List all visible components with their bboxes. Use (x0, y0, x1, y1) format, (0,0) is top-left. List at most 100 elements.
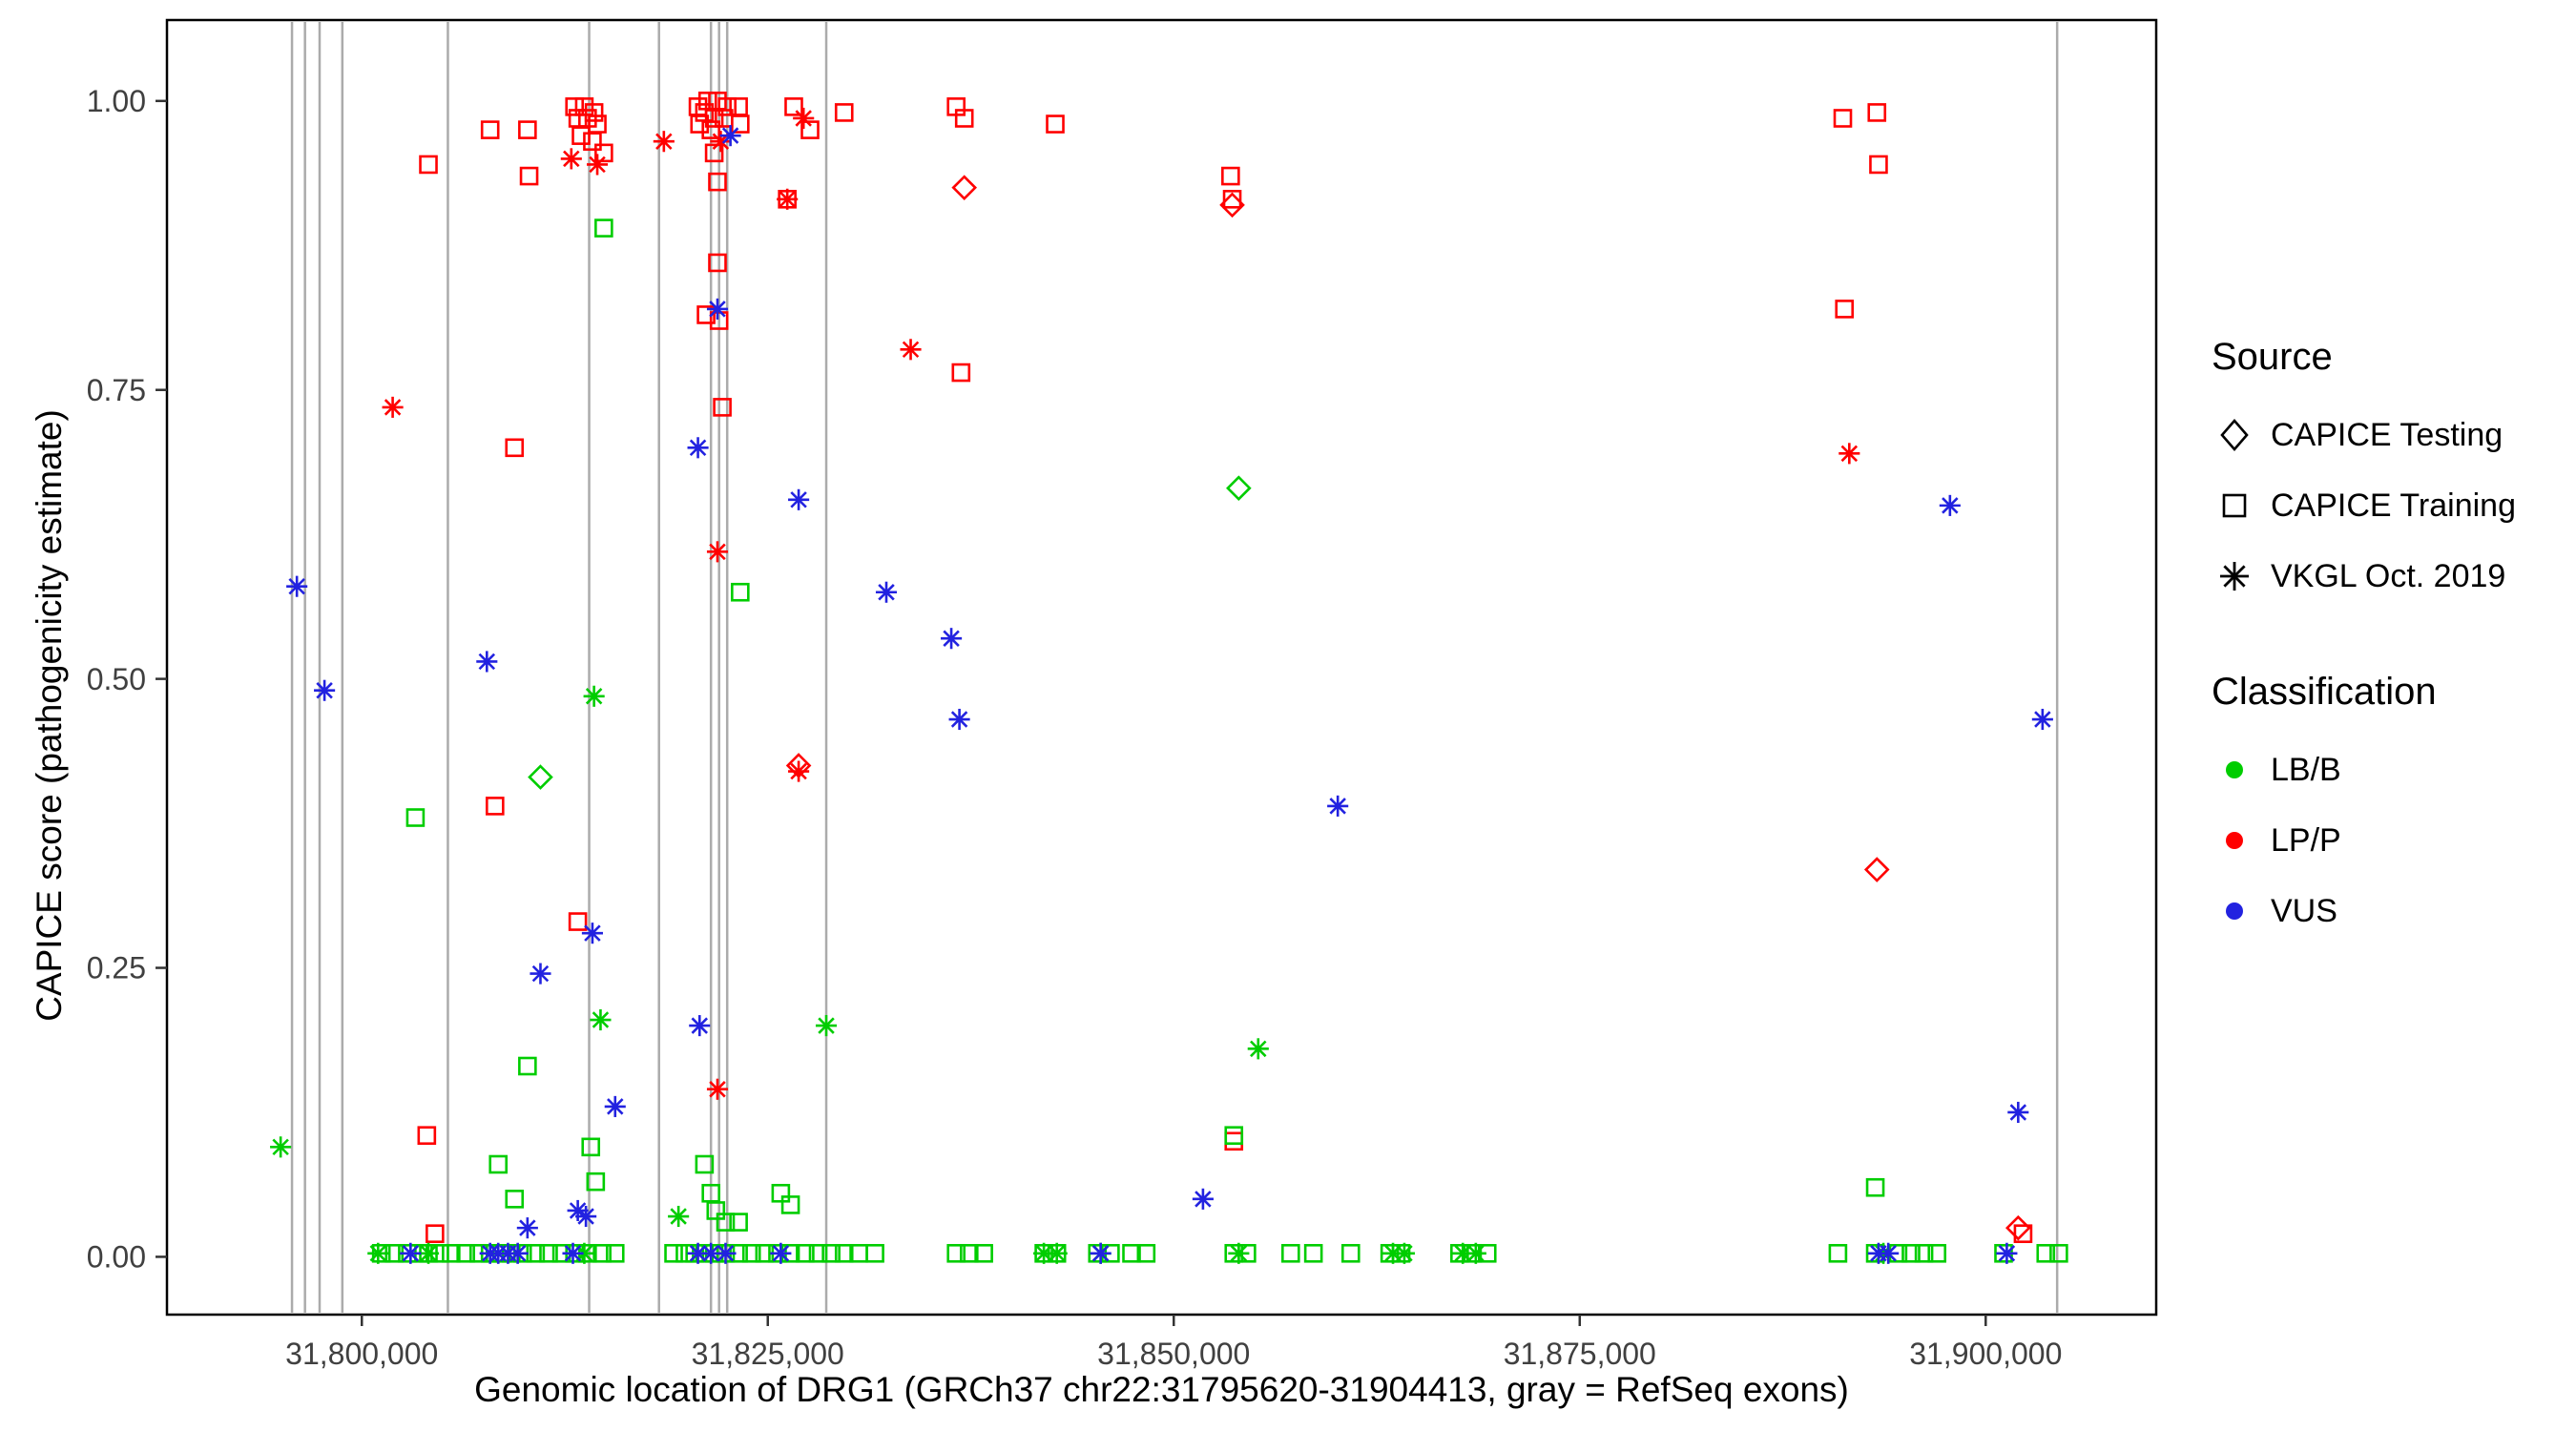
square-icon (2222, 493, 2247, 518)
y-tick-label: 1.00 (87, 84, 146, 118)
data-point (875, 581, 898, 603)
data-point (1901, 1243, 1921, 1263)
data-point (605, 1243, 625, 1263)
legend-item-lpp: LP/P (2212, 805, 2565, 876)
data-point (1222, 189, 1242, 209)
x-tick-label: 31,825,000 (692, 1337, 844, 1371)
data-point (2007, 1101, 2029, 1124)
data-point (581, 923, 603, 944)
data-point (539, 1243, 558, 1263)
data-point (974, 1243, 993, 1263)
legend-label: CAPICE Training (2271, 487, 2516, 524)
data-point (1878, 1242, 1900, 1264)
data-point (594, 143, 613, 163)
data-point (314, 679, 336, 701)
data-point (687, 437, 709, 459)
data-point (713, 398, 732, 417)
data-point (1833, 109, 1853, 128)
x-tick-label: 31,850,000 (1097, 1337, 1250, 1371)
legend-item-vus: VUS (2212, 876, 2565, 946)
data-point (286, 575, 308, 597)
data-point (2036, 1243, 2056, 1263)
data-point (777, 188, 799, 210)
data-point (770, 1242, 792, 1264)
data-point (731, 114, 750, 134)
data-point (590, 1008, 612, 1031)
data-point (716, 1213, 736, 1232)
data-point (815, 1015, 838, 1037)
data-point (719, 125, 741, 147)
data-point (706, 1078, 729, 1100)
data-point (1046, 1242, 1068, 1264)
data-point (594, 218, 613, 238)
data-point (480, 120, 500, 139)
data-point (954, 109, 974, 128)
data-point (565, 97, 585, 116)
data-point (560, 148, 582, 170)
y-tick-label: 0.00 (87, 1240, 146, 1275)
data-point (706, 541, 729, 563)
data-point (604, 1095, 626, 1117)
data-point (270, 1136, 292, 1158)
legend-label: LB/B (2271, 751, 2341, 788)
data-point (1224, 1126, 1244, 1146)
data-point (900, 339, 922, 361)
data-point (516, 1217, 538, 1239)
y-tick-label: 0.25 (87, 951, 146, 985)
data-point (788, 760, 810, 782)
data-point (417, 1126, 437, 1146)
legend: Source CAPICE Testing CAPICE Training (2212, 336, 2565, 946)
data-point (575, 1205, 597, 1228)
data-point (382, 396, 404, 418)
data-point (586, 1172, 606, 1192)
data-point (1122, 1243, 1141, 1263)
data-point (1914, 1243, 1934, 1263)
data-point (1865, 1177, 1885, 1197)
data-point (1281, 1243, 1300, 1263)
data-point (571, 126, 591, 145)
data-point (715, 1242, 737, 1264)
data-point (834, 1243, 854, 1263)
data-point (1996, 1242, 2018, 1264)
data-point (704, 109, 724, 128)
data-point (793, 107, 815, 130)
data-point (800, 120, 820, 139)
data-point (1863, 857, 1890, 882)
data-point (562, 1242, 584, 1264)
data-point (1867, 103, 1887, 122)
data-point (1224, 1131, 1244, 1151)
data-point (653, 131, 675, 153)
data-point (821, 1243, 841, 1263)
data-point (771, 1183, 791, 1203)
data-point (586, 154, 609, 176)
data-point (405, 808, 426, 827)
data-point (708, 253, 727, 273)
legend-label: VKGL Oct. 2019 (2271, 557, 2506, 594)
data-point (417, 1242, 440, 1264)
data-point (668, 1205, 690, 1228)
legend-classification-title: Classification (2212, 671, 2437, 713)
data-point (583, 132, 602, 152)
data-point (426, 1224, 445, 1243)
data-point (788, 488, 810, 510)
data-point (941, 628, 963, 650)
data-point (784, 97, 803, 116)
data-point (583, 685, 605, 707)
data-point (808, 1243, 828, 1263)
lbb-dot-icon (2226, 761, 2243, 778)
data-point (419, 155, 438, 175)
legend-label: VUS (2271, 892, 2337, 929)
data-point (1303, 1243, 1323, 1263)
data-point (507, 1242, 529, 1264)
data-point (664, 1243, 683, 1263)
asterisk-icon (2220, 562, 2249, 591)
data-point (1327, 795, 1349, 817)
legend-label: CAPICE Testing (2271, 416, 2503, 453)
lpp-dot-icon (2226, 832, 2243, 849)
data-point (476, 651, 498, 673)
data-point (865, 1243, 884, 1263)
data-point (456, 1243, 475, 1263)
legend-item-capice-training: CAPICE Training (2212, 470, 2565, 541)
